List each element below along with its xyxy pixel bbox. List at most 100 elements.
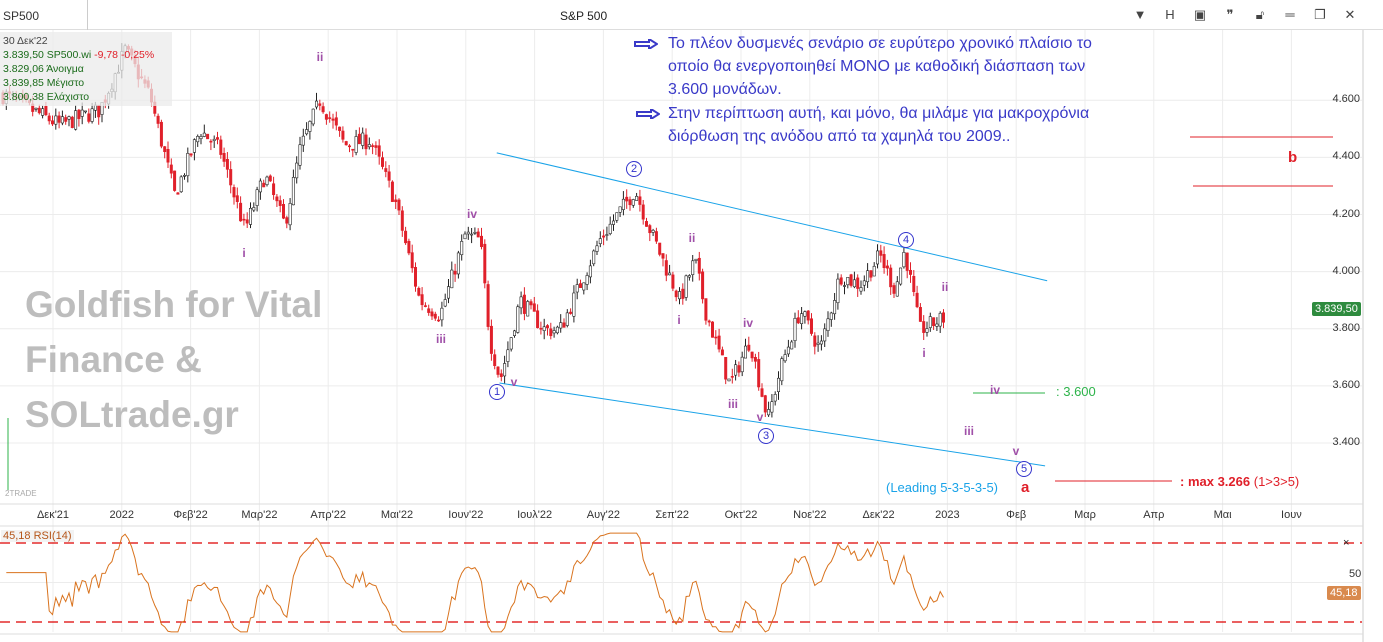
watermark-line: Finance &	[25, 339, 202, 380]
candle-down	[268, 175, 272, 182]
candle-up	[503, 363, 507, 377]
candle-up	[192, 139, 196, 153]
candle-down	[285, 217, 289, 224]
info-change: -9,78	[94, 49, 119, 61]
candle-up	[687, 275, 691, 278]
note-line: Στην περίπτωση αυτή, και μόνο, θα μιλάμε…	[668, 105, 1090, 122]
last-price-badge: 3.839,50	[1312, 302, 1361, 316]
candle-down	[625, 196, 629, 202]
wave-circle-1: 1	[489, 384, 505, 400]
close-icon[interactable]: ✕	[1344, 7, 1356, 22]
channel-lower-line	[499, 382, 1046, 467]
candle-down	[641, 204, 645, 220]
candle-down	[856, 277, 860, 289]
quote-icon[interactable]: ❞	[1226, 7, 1234, 22]
note-2: Στην περίπτωση αυτή, και μόνο, θα μιλάμε…	[668, 102, 1089, 148]
candle-down	[806, 310, 810, 321]
note-line: διόρθωση της ανόδου από τα χαμηλά του 20…	[668, 128, 1011, 145]
candle-up	[842, 285, 846, 287]
candle-down	[545, 325, 549, 329]
dropdown-arrow-icon[interactable]: ▼	[1133, 7, 1147, 22]
candle-down	[50, 120, 54, 125]
candle-down	[374, 145, 378, 148]
candle-down	[905, 252, 909, 271]
note-line: Το πλέον δυσμενές σενάριο σε ευρύτερο χρ…	[668, 35, 1092, 52]
wave-label: ii	[941, 280, 949, 294]
candle-down	[661, 253, 665, 259]
candle-up	[935, 323, 939, 327]
candle-down	[420, 294, 424, 306]
candle-down	[390, 181, 394, 202]
candle-up	[470, 233, 474, 236]
note-line: 3.600 μονάδων.	[668, 81, 782, 98]
candle-down	[915, 292, 919, 308]
minimize-icon[interactable]: ═	[1285, 7, 1295, 22]
candle-down	[536, 310, 540, 329]
wave-label: i	[922, 346, 926, 360]
candle-up	[803, 311, 807, 317]
symbol-input[interactable]: SP500	[0, 0, 88, 30]
candle-down	[882, 254, 886, 269]
candle-down	[229, 169, 233, 186]
candle-down	[654, 231, 658, 242]
candle-down	[476, 231, 480, 238]
x-tick-label: Απρ	[1143, 509, 1165, 521]
ohlc-info-box: 30 Δεκ'22 3.839,50 SP500.wi -9,78 -0,25%…	[0, 32, 172, 106]
candle-down	[331, 118, 335, 121]
x-tick-label: Ιουν'22	[448, 509, 484, 521]
candle-up	[694, 258, 698, 261]
support-3600-label: : 3.600	[1056, 384, 1096, 399]
note-line: οποίο θα ενεργοποιηθεί ΜΟΝΟ με καθοδική …	[668, 58, 1086, 75]
candle-down	[892, 285, 896, 294]
candle-down	[941, 312, 945, 323]
candle-down	[671, 274, 675, 289]
candle-down	[750, 351, 754, 359]
candle-down	[371, 145, 375, 147]
x-tick-label: Σεπ'22	[655, 509, 690, 521]
candle-up	[552, 330, 556, 334]
candle-down	[760, 388, 764, 397]
y-tick-label: 3.800	[1332, 321, 1360, 334]
candle-up	[585, 275, 589, 285]
candle-down	[410, 252, 414, 269]
candle-up	[311, 108, 315, 125]
info-low: 3.800,38	[3, 91, 44, 103]
candle-down	[156, 115, 160, 124]
candle-up	[258, 180, 262, 193]
info-change-pct: -0,25%	[120, 49, 155, 61]
candle-down	[707, 320, 711, 323]
h-button[interactable]: H	[1165, 7, 1175, 22]
lock-icon[interactable]: 🔓︎	[1255, 7, 1265, 22]
candle-down	[77, 109, 81, 119]
candle-up	[506, 349, 510, 362]
x-tick-label: Δεκ'22	[862, 509, 895, 521]
candle-up	[833, 300, 837, 315]
panel-icon[interactable]: ▣	[1193, 7, 1207, 22]
candle-up	[90, 108, 94, 122]
candle-up	[770, 401, 774, 413]
candle-down	[569, 311, 573, 314]
x-tick-label: Φεβ'22	[173, 509, 208, 521]
info-ticker: SP500.wi	[46, 49, 92, 61]
candle-up	[67, 116, 71, 120]
candle-up	[509, 337, 513, 350]
candle-down	[163, 146, 167, 152]
candle-up	[354, 136, 358, 153]
candle-up	[691, 260, 695, 275]
candle-down	[757, 359, 761, 388]
candle-up	[34, 107, 38, 110]
candle-down	[889, 267, 893, 288]
candle-up	[800, 313, 804, 324]
candle-down	[747, 344, 751, 351]
x-tick-label: Δεκ'21	[36, 509, 70, 521]
candle-up	[555, 326, 559, 334]
candle-up	[473, 232, 477, 234]
candle-down	[57, 115, 61, 123]
candle-down	[47, 115, 51, 122]
candle-down	[324, 114, 328, 120]
x-tick-label: Μαρ	[1074, 509, 1096, 521]
candle-down	[384, 168, 388, 172]
candle-up	[829, 312, 833, 320]
restore-icon[interactable]: ❐	[1314, 7, 1326, 22]
candle-up	[618, 206, 622, 213]
